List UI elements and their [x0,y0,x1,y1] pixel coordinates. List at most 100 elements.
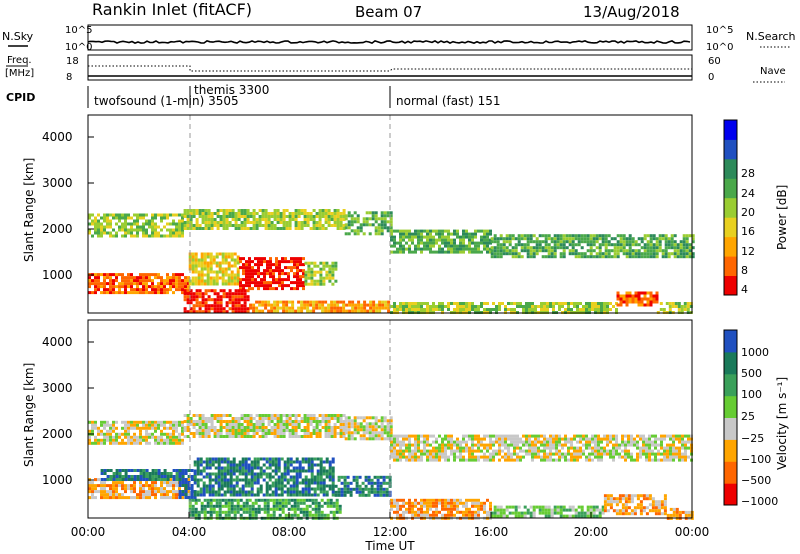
heatmap-cell [226,478,230,482]
heatmap-cell [486,449,489,453]
heatmap-cell [274,484,278,488]
heatmap-cell [198,209,202,212]
heatmap-cell [350,419,354,423]
heatmap-cell [151,435,154,439]
heatmap-cell [97,426,100,430]
heatmap-cell [612,443,615,447]
heatmap-cell [459,449,462,453]
heatmap-cell [97,231,100,235]
heatmap-cell [274,490,278,494]
heatmap-cell [651,452,654,456]
heatmap-cell [303,306,307,310]
heatmap-cell [540,449,543,453]
heatmap-cell [242,501,246,505]
heatmap-cell [305,498,309,502]
heatmap-cell [151,432,154,436]
heatmap-cell [277,475,281,479]
heatmap-cell [265,466,269,470]
heatmap-cell [236,498,240,502]
heatmap-cell [399,455,402,459]
heatmap-cell [468,449,471,453]
heatmap-cell [240,212,244,215]
heatmap-cell [303,300,307,304]
heatmap-cell [246,310,250,314]
heatmap-cell [262,493,266,497]
heatmap-cell [365,223,369,227]
heatmap-cell [215,279,219,283]
heatmap-cell [625,240,629,244]
heatmap-cell [160,438,163,442]
heatmap-cell [654,443,657,447]
heatmap-cell [212,498,216,502]
heatmap-cell [263,272,266,276]
colorbar-swatch [724,256,737,276]
heatmap-cell [283,475,287,479]
heatmap-cell [127,478,131,481]
heatmap-cell [619,297,623,301]
heatmap-cell [456,305,459,308]
heatmap-cell [435,308,438,311]
heatmap-cell [118,291,121,295]
heatmap-cell [202,481,206,485]
heatmap-cell [145,291,148,295]
heatmap-cell [175,288,178,292]
heatmap-cell [270,426,274,429]
heatmap-cell [229,481,233,485]
heatmap-cell [192,432,196,435]
heatmap-cell [315,212,319,215]
heatmap-cell [676,243,680,247]
heatmap-cell [136,222,139,226]
heatmap-cell [594,434,597,438]
heatmap-cell [453,241,456,245]
heatmap-cell [636,440,639,444]
heatmap-cell [377,425,381,429]
heatmap-cell [160,420,163,424]
heatmap-cell [408,305,411,308]
heatmap-cell [112,435,115,439]
heatmap-cell [178,228,181,232]
heatmap-cell [619,246,623,250]
heatmap-cell [189,417,193,420]
heatmap-cell [359,226,363,230]
heatmap-cell [502,240,506,244]
heatmap-cell [198,304,202,308]
heatmap-cell [296,507,300,511]
heatmap-cell [490,237,494,241]
heatmap-cell [127,484,130,488]
heatmap-cell [172,228,175,232]
heatmap-cell [210,414,214,417]
heatmap-cell [315,432,319,435]
heatmap-cell [112,475,116,478]
heatmap-cell [124,420,127,424]
heatmap-cell [321,306,325,310]
heatmap-cell [222,215,226,218]
heatmap-cell [319,490,323,494]
heatmap-cell [544,237,548,241]
heatmap-cell [210,289,214,293]
heatmap-cell [237,417,241,420]
heatmap-cell [88,435,91,439]
freq-label-line1: Freq. [7,55,32,66]
heatmap-cell [301,493,305,497]
heatmap-cell [281,507,285,511]
heatmap-cell [355,481,359,485]
heatmap-cell [550,249,554,253]
heatmap-cell [333,306,337,310]
heatmap-cell [227,504,231,508]
heatmap-cell [235,475,239,479]
heatmap-cell [531,455,534,459]
heatmap-cell [393,440,396,444]
heatmap-cell [184,487,188,490]
heatmap-cell [304,490,308,494]
heatmap-cell [237,429,241,432]
heatmap-cell [258,224,262,227]
heatmap-cell [546,308,549,311]
heatmap-cell [389,223,393,227]
heatmap-cell [585,440,588,444]
heatmap-cell [187,496,191,499]
heatmap-cell [347,428,351,432]
heatmap-cell [201,435,205,438]
heatmap-cell [276,215,280,218]
heatmap-cell [386,422,390,426]
heatmap-cell [312,309,316,313]
